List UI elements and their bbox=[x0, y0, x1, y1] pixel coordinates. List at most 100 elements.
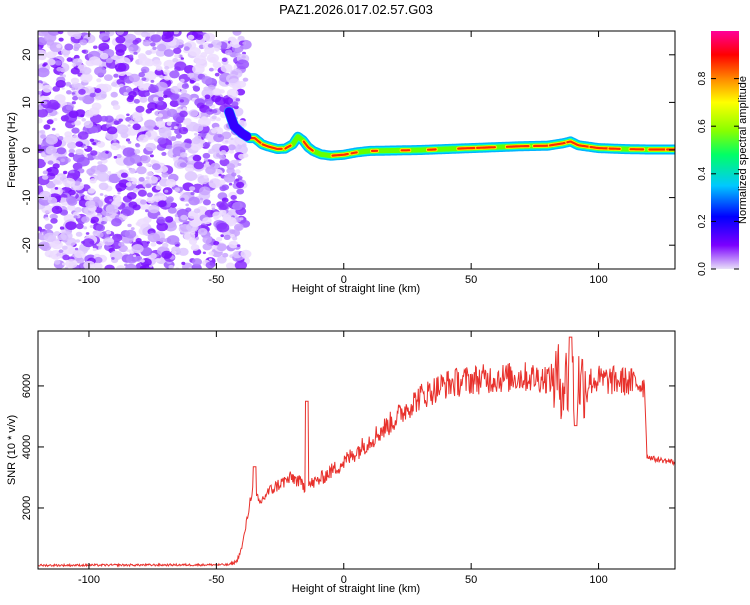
noise-blob bbox=[164, 190, 168, 193]
noise-blob bbox=[94, 263, 103, 270]
noise-blob bbox=[36, 118, 43, 123]
noise-blob bbox=[189, 47, 201, 56]
snr-x-tick-label: 50 bbox=[465, 574, 477, 586]
noise-blob bbox=[232, 237, 237, 241]
noise-blob bbox=[54, 118, 58, 121]
noise-blob bbox=[57, 147, 66, 154]
snr-y-tick-label: 2000 bbox=[21, 496, 33, 520]
noise-blob bbox=[136, 166, 146, 174]
noise-blob bbox=[151, 242, 157, 246]
noise-blob bbox=[65, 221, 77, 230]
noise-blob bbox=[94, 67, 106, 76]
noise-blob bbox=[66, 105, 73, 110]
noise-blob bbox=[90, 93, 96, 98]
ridge-hot-red bbox=[458, 148, 475, 149]
noise-blob bbox=[93, 197, 100, 202]
colorbar-tick-label: 0.0 bbox=[697, 262, 708, 276]
noise-blob bbox=[153, 146, 156, 148]
noise-blob bbox=[111, 218, 122, 226]
noise-blob bbox=[182, 83, 189, 89]
noise-blob bbox=[74, 43, 81, 49]
snr-y-tick-label: 4000 bbox=[21, 435, 33, 459]
noise-blob bbox=[106, 204, 119, 214]
noise-blob bbox=[159, 238, 166, 243]
snr-x-tick-label: -100 bbox=[78, 574, 100, 586]
noise-blob bbox=[109, 199, 112, 201]
noise-blob bbox=[66, 196, 76, 204]
noise-blob bbox=[111, 257, 115, 260]
noise-blob bbox=[134, 99, 140, 104]
noise-blob bbox=[67, 57, 73, 62]
noise-blob bbox=[132, 244, 144, 253]
noise-blob bbox=[93, 248, 97, 251]
noise-blob bbox=[132, 181, 137, 185]
noise-blob bbox=[166, 145, 172, 150]
chart-title: PAZ1.2026.017.02.57.G03 bbox=[279, 2, 433, 17]
noise-blob bbox=[158, 101, 164, 105]
noise-blob bbox=[152, 47, 156, 50]
noise-blob bbox=[124, 264, 128, 267]
noise-blob bbox=[188, 197, 199, 206]
noise-blob bbox=[116, 124, 129, 134]
noise-blob bbox=[111, 143, 121, 151]
noise-blob bbox=[162, 243, 168, 248]
noise-blob bbox=[228, 144, 236, 150]
noise-blob bbox=[114, 156, 118, 159]
noise-blob bbox=[159, 67, 162, 69]
noise-blob bbox=[52, 128, 56, 131]
noise-blob bbox=[180, 79, 185, 82]
noise-blob bbox=[46, 135, 58, 144]
noise-blob bbox=[127, 192, 137, 200]
noise-blob bbox=[156, 185, 162, 190]
noise-blob bbox=[82, 67, 92, 75]
noise-blob bbox=[229, 183, 232, 186]
colorbar-tick-label: 0.2 bbox=[697, 214, 708, 228]
spectrogram-y-tick-label: 20 bbox=[21, 49, 33, 61]
noise-blob bbox=[74, 34, 81, 39]
noise-blob bbox=[59, 249, 64, 253]
noise-blob bbox=[190, 192, 194, 195]
noise-blob bbox=[226, 263, 235, 270]
noise-blob bbox=[140, 266, 147, 271]
noise-blob bbox=[104, 221, 107, 224]
noise-blob bbox=[189, 186, 195, 191]
noise-blob bbox=[237, 244, 241, 247]
noise-blob bbox=[242, 144, 247, 148]
spectrogram-y-tick-label: -10 bbox=[21, 190, 33, 206]
noise-blob bbox=[129, 169, 136, 174]
snr-y-tick-label: 6000 bbox=[21, 374, 33, 398]
noise-blob bbox=[128, 141, 132, 144]
noise-blob bbox=[79, 39, 87, 45]
noise-blob bbox=[145, 184, 151, 189]
noise-blob bbox=[156, 121, 165, 128]
noise-blob bbox=[213, 61, 222, 68]
noise-blob bbox=[128, 95, 135, 100]
noise-blob bbox=[90, 139, 95, 142]
noise-blob bbox=[115, 183, 126, 191]
noise-blob bbox=[146, 176, 150, 179]
noise-blob bbox=[115, 63, 127, 72]
noise-blob bbox=[205, 101, 213, 107]
noise-blob bbox=[180, 162, 187, 167]
noise-blob bbox=[176, 124, 179, 126]
noise-blob bbox=[157, 138, 166, 145]
noise-blob bbox=[204, 175, 209, 179]
noise-blob bbox=[148, 233, 160, 243]
noise-blob bbox=[59, 38, 64, 42]
noise-blob bbox=[90, 150, 97, 156]
noise-blob bbox=[211, 129, 217, 134]
noise-blob bbox=[214, 68, 217, 71]
noise-blob bbox=[85, 200, 95, 208]
noise-blob bbox=[140, 199, 147, 204]
noise-blob bbox=[58, 136, 63, 140]
noise-blob bbox=[76, 141, 84, 147]
noise-blob bbox=[133, 52, 137, 55]
noise-blob bbox=[53, 163, 60, 168]
noise-blob bbox=[193, 86, 200, 91]
noise-blob bbox=[211, 95, 221, 103]
noise-blob bbox=[113, 104, 120, 110]
noise-blob bbox=[58, 234, 67, 241]
noise-blob bbox=[150, 42, 156, 46]
